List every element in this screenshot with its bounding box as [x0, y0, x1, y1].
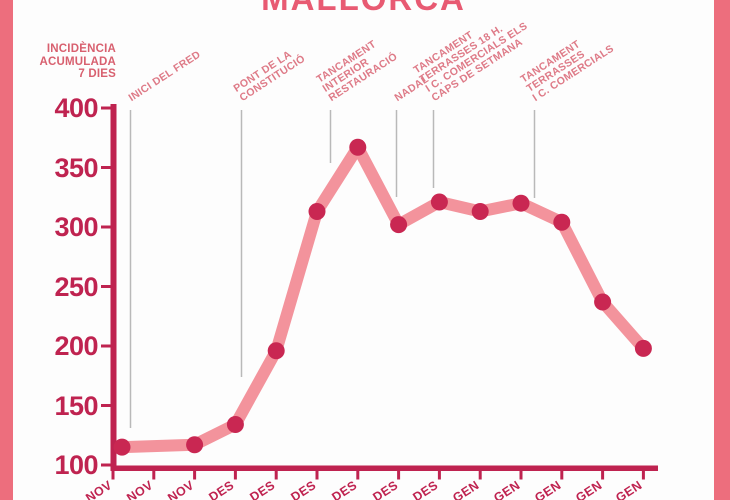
data-point-9 [512, 194, 530, 212]
y-axis-title-line2: ACUMULADA [39, 55, 116, 68]
data-point-11 [594, 293, 612, 311]
y-axis-title-line1: INCIDÈNCIA [46, 43, 116, 55]
data-point-10 [553, 213, 571, 231]
y-tick-label-300: 300 [54, 212, 98, 242]
chart-title: MALLORCA [13, 0, 714, 18]
data-point-3 [267, 342, 285, 360]
data-point-5 [349, 138, 367, 156]
data-point-2 [226, 416, 244, 434]
data-point-6 [390, 216, 408, 234]
y-tick-label-100: 100 [54, 450, 98, 480]
left-accent-bar [0, 0, 13, 500]
y-axis-title-line3: 7 DIES [78, 68, 116, 80]
y-tick-label-350: 350 [54, 152, 98, 183]
data-point-4 [308, 203, 326, 221]
data-point-7 [430, 193, 448, 211]
data-line [116, 141, 650, 454]
y-tick-label-250: 250 [54, 271, 98, 302]
y-tick-label-400: 400 [54, 93, 98, 123]
y-tick-label-200: 200 [54, 331, 98, 361]
data-point-12 [634, 339, 652, 357]
y-axis-title: INCIDÈNCIA ACUMULADA 7 DIES [0, 43, 116, 81]
data-point-1 [186, 436, 204, 454]
data-point-0 [113, 438, 131, 456]
right-accent-bar [714, 0, 730, 500]
data-point-8 [471, 203, 489, 221]
y-tick-label-150: 150 [54, 390, 98, 421]
